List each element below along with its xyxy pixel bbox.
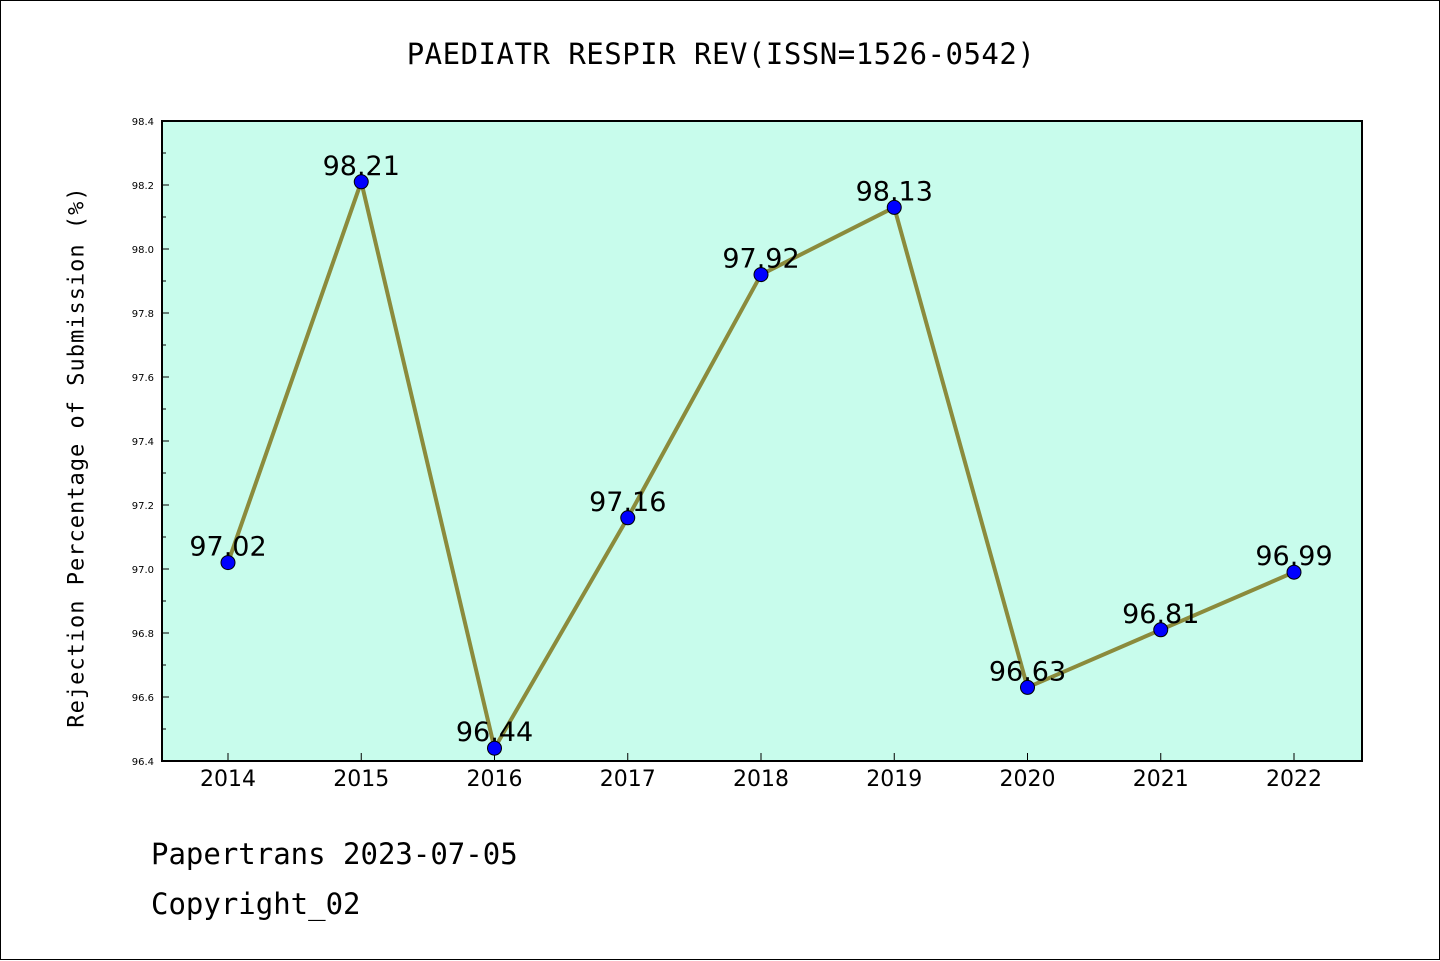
x-tick-label: 2019 [866, 767, 922, 792]
data-point-marker [620, 510, 636, 526]
plot-area [161, 120, 1363, 762]
data-label: 97.92 [722, 244, 799, 275]
y-tick-label: 97.2 [132, 501, 154, 512]
y-tick-label: 96.8 [132, 629, 154, 640]
y-tick-label: 97.4 [132, 437, 154, 448]
data-label: 96.99 [1255, 541, 1332, 572]
data-label: 96.44 [456, 717, 533, 748]
y-tick-label: 97.0 [132, 565, 154, 576]
data-point-marker [1020, 679, 1035, 695]
data-point-marker [1153, 622, 1169, 638]
y-tick-label: 96.4 [132, 757, 154, 768]
x-tick-label: 2014 [200, 767, 256, 792]
x-tick-label: 2016 [467, 767, 523, 792]
x-tick-label: 2020 [1000, 767, 1056, 792]
y-tick-label: 97.6 [132, 373, 154, 384]
data-label: 97.02 [189, 532, 266, 563]
data-label: 98.21 [323, 151, 400, 182]
data-point-marker [353, 174, 369, 190]
data-point-marker [1286, 564, 1302, 580]
y-tick-label: 98.4 [132, 117, 154, 128]
x-tick-label: 2021 [1133, 767, 1189, 792]
x-axis: 2014 2015 2016 2017 2018 2019 2020 2021 2022 [200, 753, 1322, 792]
data-point-marker [886, 199, 902, 215]
data-label: 98.13 [856, 176, 933, 207]
footer-copyright: Copyright_02 [151, 887, 361, 921]
y-tick-label: 98.2 [132, 181, 154, 192]
x-tick-label: 2015 [333, 767, 389, 792]
x-tick-label: 2022 [1266, 767, 1322, 792]
footer-date: Papertrans 2023-07-05 [151, 837, 518, 871]
x-tick-label: 2017 [600, 767, 656, 792]
y-tick-label: 96.6 [132, 693, 154, 704]
data-points [220, 174, 1302, 756]
data-point-marker [753, 267, 769, 283]
y-tick-label: 98.0 [132, 245, 154, 256]
data-point-marker [487, 740, 502, 756]
data-labels: 97.02 98.21 96.44 97.16 97.92 98.13 96.63 96.81… [189, 151, 1332, 748]
y-tick-label: 97.8 [132, 309, 154, 320]
data-label: 96.81 [1122, 599, 1199, 630]
data-label: 96.63 [989, 656, 1066, 687]
data-point-marker [220, 555, 236, 571]
chart-title: PAEDIATR RESPIR REV(ISSN=1526-0542) [406, 37, 1036, 71]
x-tick-label: 2018 [733, 767, 789, 792]
data-label: 97.16 [589, 487, 666, 518]
y-axis: 96.4 96.6 96.8 97.0 97.2 97.4 97.6 97.8 98.0 98.2… [132, 117, 169, 768]
